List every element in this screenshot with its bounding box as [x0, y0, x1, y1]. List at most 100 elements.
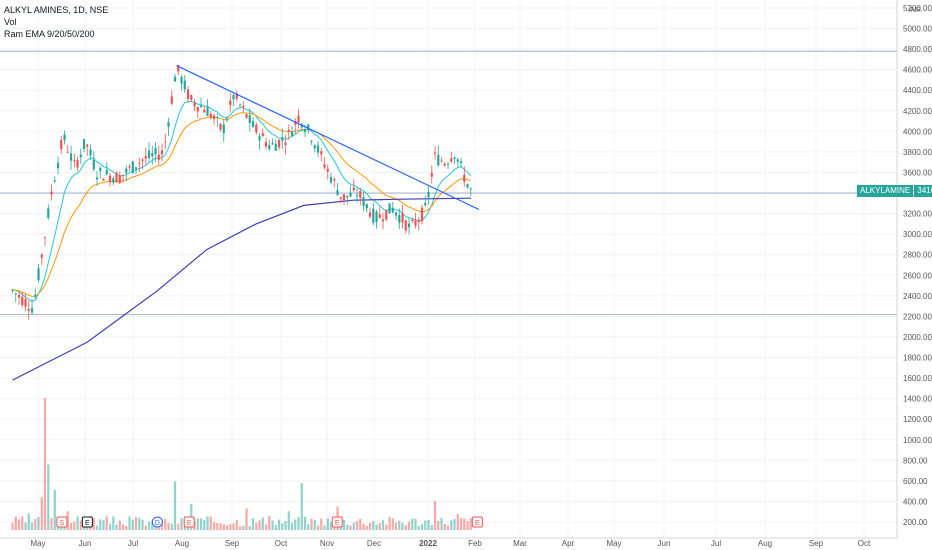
- candle-body: [281, 137, 284, 141]
- event-marker[interactable]: E: [471, 516, 483, 528]
- volume-bar: [424, 520, 427, 530]
- volume-bar: [105, 516, 108, 530]
- candle-body: [303, 129, 307, 132]
- volume-bar: [401, 522, 404, 530]
- event-marker[interactable]: E: [81, 516, 93, 528]
- volume-bar: [339, 525, 342, 530]
- volume-bar: [297, 516, 300, 530]
- event-marker[interactable]: E: [183, 516, 195, 528]
- volume-bar: [37, 516, 40, 530]
- candle-body: [459, 161, 463, 164]
- ema-legend[interactable]: Ram EMA 9/20/50/200: [4, 29, 95, 39]
- ema-lines: [12, 100, 472, 381]
- candle-body: [398, 214, 401, 223]
- volume-bar: [300, 483, 303, 530]
- ema-200-line: [12, 197, 472, 381]
- candle-body: [154, 147, 157, 155]
- volume-bar: [56, 525, 60, 530]
- volume-bar: [219, 523, 222, 530]
- y-tick-label: 2000.00: [903, 333, 932, 342]
- candle-body: [433, 152, 437, 154]
- volume-bar: [362, 523, 365, 530]
- volume-bar: [271, 520, 274, 530]
- volume-bar: [238, 526, 242, 530]
- volume-bar: [326, 518, 329, 530]
- y-tick-label: 800.00: [903, 456, 928, 465]
- x-tick-label: Aug: [758, 539, 772, 548]
- candle-body: [297, 115, 300, 123]
- candle-body: [69, 153, 73, 161]
- candle-body: [30, 307, 34, 313]
- candle-body: [66, 151, 69, 153]
- volume-bar: [222, 524, 225, 530]
- volume-bar: [112, 516, 115, 530]
- price-axis[interactable]: 5200.00 5000.00 4800.00 4600.00 4400.00 4200.…: [896, 0, 932, 550]
- candle-body: [346, 195, 349, 198]
- symbol-title[interactable]: ALKYL AMINES, 1D, NSE: [4, 5, 109, 15]
- volume-bar: [391, 518, 394, 530]
- candle-body: [268, 145, 271, 150]
- candle-body: [437, 154, 440, 166]
- x-tick-label: Sep: [225, 539, 240, 548]
- y-tick-label: 3600.00: [903, 168, 932, 177]
- volume-legend[interactable]: Vol: [4, 17, 17, 27]
- volume-bar: [427, 519, 430, 530]
- event-marker[interactable]: S: [56, 516, 68, 528]
- candle-body: [40, 254, 43, 258]
- candle-body: [108, 175, 112, 182]
- volume-bar: [40, 497, 43, 530]
- candle-body: [21, 296, 24, 306]
- candle-body: [446, 164, 450, 166]
- chart-grid: [0, 0, 897, 538]
- volume-bar: [388, 516, 391, 530]
- x-tick-label: 2022: [419, 539, 437, 548]
- event-marker[interactable]: D: [151, 516, 163, 528]
- candle-body: [190, 95, 193, 100]
- x-tick-label: Feb: [468, 539, 482, 548]
- candle-body: [407, 223, 411, 228]
- candle-body: [450, 158, 453, 162]
- volume-bar: [232, 523, 235, 530]
- volume-bar: [294, 519, 297, 530]
- candle-body: [456, 159, 459, 162]
- volume-bar: [118, 520, 121, 530]
- candle-body: [401, 213, 404, 223]
- candle-body: [411, 219, 414, 222]
- volume-bar: [398, 520, 401, 530]
- candle-body: [222, 124, 225, 133]
- candle-body: [362, 196, 365, 206]
- volume-bar: [95, 525, 99, 530]
- candle-body: [14, 293, 17, 295]
- volume-bar: [255, 522, 258, 530]
- candle-body: [294, 121, 297, 125]
- volume-bar: [196, 518, 199, 530]
- candle-body: [375, 211, 378, 222]
- candle-body: [17, 294, 21, 298]
- volume-bar: [21, 516, 24, 530]
- candle-body: [235, 93, 238, 99]
- volume-bar: [417, 525, 420, 530]
- candle-body: [216, 117, 219, 119]
- volume-bar: [134, 517, 138, 530]
- event-marker[interactable]: E: [331, 516, 343, 528]
- volume-bar: [151, 520, 154, 530]
- event-marker-letter: E: [85, 520, 90, 527]
- volume-bar: [404, 525, 407, 530]
- y-tick-label: 3000.00: [903, 230, 932, 239]
- volume-bar: [359, 519, 362, 530]
- volume-bar: [53, 489, 56, 530]
- volume-bar: [420, 524, 424, 530]
- volume-bar: [180, 518, 183, 530]
- x-tick-label: Mar: [513, 539, 527, 548]
- x-tick-label: Dec: [367, 539, 381, 548]
- time-axis[interactable]: May Jun Jul Aug Sep Oct Nov Dec 2022 Feb Mar Apr May…: [0, 537, 897, 548]
- candle-body: [320, 151, 323, 155]
- trendline[interactable]: [176, 65, 480, 211]
- candle-body: [102, 178, 105, 181]
- volume-bar: [303, 516, 307, 530]
- candle-body: [47, 208, 50, 218]
- candle-body: [277, 139, 281, 148]
- candle-body: [134, 167, 138, 169]
